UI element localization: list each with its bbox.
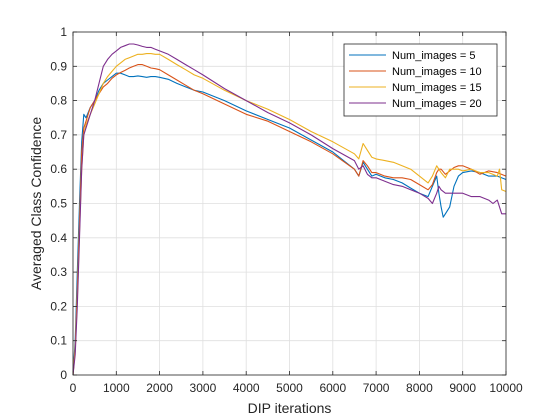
- axis-ticks: [72, 31, 507, 376]
- y-tick-label: 0.1: [50, 334, 67, 348]
- x-tick-label: 2000: [146, 381, 173, 395]
- y-tick-label: 1: [60, 25, 67, 39]
- legend-label-3: Num_images = 15: [392, 82, 482, 94]
- x-tick-label: 1000: [103, 381, 130, 395]
- legend-label-4: Num_images = 20: [392, 98, 482, 110]
- x-tick-label: 10000: [489, 381, 523, 395]
- y-tick-label: 0.4: [50, 231, 67, 245]
- y-tick-label: 0.6: [50, 162, 67, 176]
- x-tick-label: 3000: [190, 381, 217, 395]
- x-tick-label: 4000: [233, 381, 260, 395]
- series-line-4: [72, 43, 506, 376]
- x-tick-label: 5000: [276, 381, 303, 395]
- y-tick-label: 0.7: [50, 128, 67, 142]
- x-tick-label: 6000: [319, 381, 346, 395]
- legend: Num_images = 5 Num_images = 10 Num_images …: [343, 43, 498, 117]
- x-tick-label: 8000: [406, 381, 433, 395]
- tick-labels: 0 1000 2000 3000 4000 5000 6000 7000 8000 9000 100…: [50, 25, 523, 395]
- series-line-2: [72, 64, 507, 376]
- y-tick-label: 0.2: [50, 299, 67, 313]
- y-tick-label: 0.5: [50, 197, 67, 211]
- legend-label-1: Num_images = 5: [392, 50, 475, 62]
- series-lines: [72, 43, 507, 376]
- y-tick-label: 0.9: [50, 59, 67, 73]
- y-tick-label: 0: [60, 368, 67, 382]
- series-line-3: [72, 53, 507, 376]
- y-axis-label: Averaged Class Confidence: [28, 117, 44, 291]
- x-tick-label: 0: [70, 381, 77, 395]
- legend-box: [343, 43, 498, 117]
- y-tick-label: 0.8: [50, 94, 67, 108]
- y-tick-label: 0.3: [50, 265, 67, 279]
- legend-label-2: Num_images = 10: [392, 66, 482, 78]
- x-tick-label: 7000: [363, 381, 390, 395]
- x-tick-label: 9000: [449, 381, 476, 395]
- x-axis-label: DIP iterations: [248, 400, 332, 416]
